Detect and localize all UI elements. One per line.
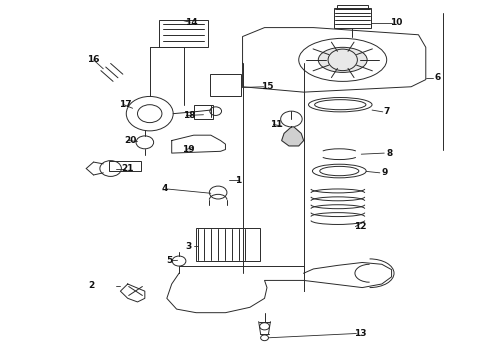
Text: 11: 11 xyxy=(270,120,283,129)
Text: 9: 9 xyxy=(381,168,388,177)
Ellipse shape xyxy=(318,47,367,72)
Bar xyxy=(334,8,371,28)
Bar xyxy=(194,105,213,119)
Text: 6: 6 xyxy=(435,73,441,82)
Text: 13: 13 xyxy=(354,329,366,338)
Text: 7: 7 xyxy=(384,107,390,116)
Text: 2: 2 xyxy=(88,281,94,290)
Text: 8: 8 xyxy=(386,149,392,158)
Bar xyxy=(109,161,141,171)
Text: 19: 19 xyxy=(182,145,195,154)
Text: 18: 18 xyxy=(183,111,195,120)
Text: 15: 15 xyxy=(261,82,273,91)
Text: 3: 3 xyxy=(186,242,192,251)
Text: 17: 17 xyxy=(119,100,132,109)
Text: 14: 14 xyxy=(185,18,197,27)
Text: 21: 21 xyxy=(122,164,134,173)
Bar xyxy=(196,228,260,261)
Bar xyxy=(210,74,242,96)
Text: 12: 12 xyxy=(354,222,366,231)
Polygon shape xyxy=(282,127,304,146)
Text: 16: 16 xyxy=(87,55,100,64)
Bar xyxy=(337,5,368,9)
Bar xyxy=(159,20,208,47)
Text: 4: 4 xyxy=(161,184,168,193)
Text: 1: 1 xyxy=(235,176,241,185)
Text: 20: 20 xyxy=(124,136,136,145)
Text: 5: 5 xyxy=(166,256,172,265)
Text: 10: 10 xyxy=(390,18,403,27)
